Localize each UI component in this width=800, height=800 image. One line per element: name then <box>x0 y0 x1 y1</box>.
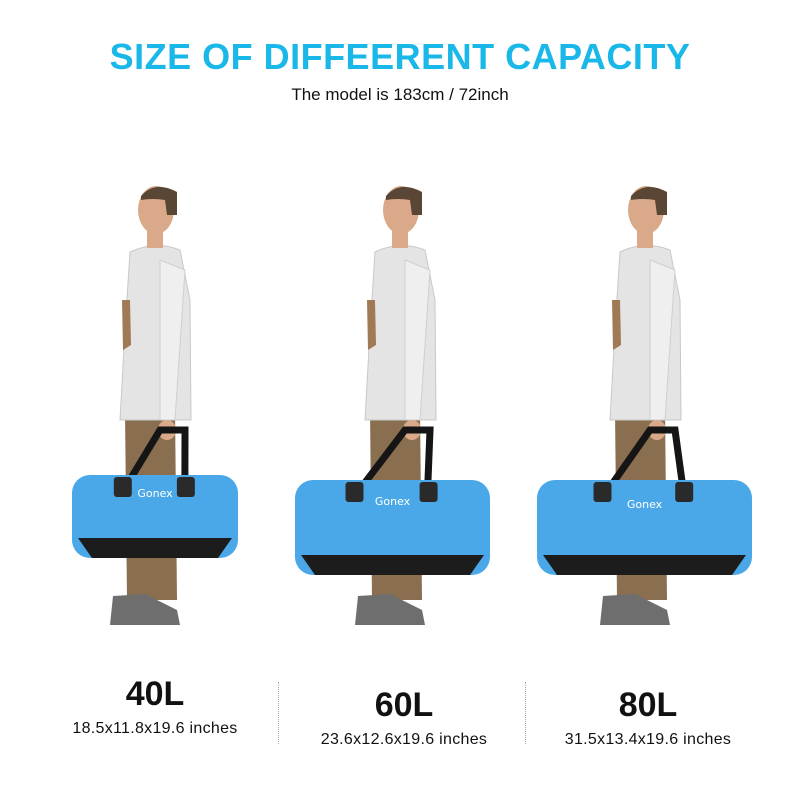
brand-logo: Gonex <box>137 487 173 500</box>
brand-logo: Gonex <box>375 495 411 508</box>
strap-buckle <box>675 482 694 502</box>
capacity-label: 80L <box>618 686 678 724</box>
strap-buckle <box>176 477 195 497</box>
shoe-icon <box>600 594 670 625</box>
divider <box>525 682 526 744</box>
arm <box>404 259 431 421</box>
hair <box>631 186 667 215</box>
dimensions-label: 18.5x11.8x19.6 inches <box>72 720 238 737</box>
strap-buckle <box>345 482 364 502</box>
page-subtitle: The model is 183cm / 72inch <box>291 85 509 104</box>
duffel-bag <box>295 480 490 575</box>
bag-base <box>543 555 746 575</box>
size-60l: 60L 23.6x12.6x19.6 inches <box>279 686 529 749</box>
bag-base <box>78 538 232 558</box>
shoe-icon <box>355 594 425 625</box>
page-title: SIZE OF DIFFEERENT CAPACITY <box>109 36 691 77</box>
capacity-label: 60L <box>374 686 434 724</box>
divider <box>278 682 279 744</box>
arm <box>159 259 186 421</box>
model-with-bag-80l: Gonex <box>537 186 752 625</box>
bag-handles <box>605 426 687 493</box>
size-40l: 40L 18.5x11.8x19.6 inches <box>30 675 280 738</box>
strap-buckle <box>113 477 132 497</box>
strap-buckle <box>419 482 438 502</box>
bag-handles <box>356 426 434 493</box>
shoe-icon <box>110 594 180 625</box>
model-with-bag-40l: Gonex <box>72 186 238 625</box>
hair <box>141 186 177 215</box>
shirt-print <box>612 300 621 350</box>
arm <box>649 259 676 421</box>
hair <box>386 186 422 215</box>
size-80l: 80L 31.5x13.4x19.6 inches <box>523 686 773 749</box>
dimensions-label: 31.5x13.4x19.6 inches <box>564 731 732 748</box>
duffel-bag <box>72 475 238 558</box>
dimensions-label: 23.6x12.6x19.6 inches <box>320 731 488 748</box>
shirt-print <box>367 300 376 350</box>
bag-base <box>301 555 484 575</box>
bag-handles <box>123 426 189 487</box>
duffel-bag <box>537 480 752 575</box>
model-with-bag-60l: Gonex <box>295 186 490 625</box>
strap-buckle <box>593 482 612 502</box>
shirt-print <box>122 300 131 350</box>
capacity-label: 40L <box>125 675 185 713</box>
brand-logo: Gonex <box>627 498 663 511</box>
